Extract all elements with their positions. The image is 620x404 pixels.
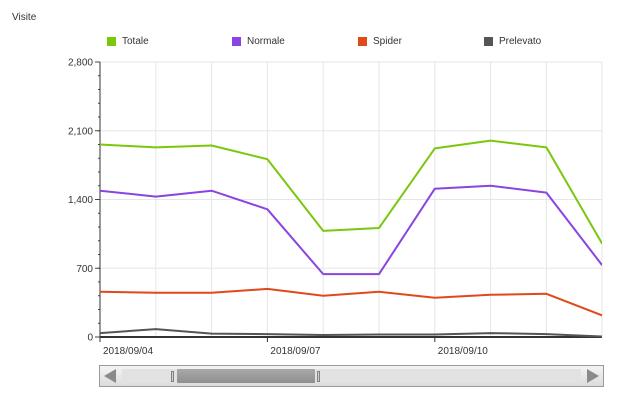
legend-item-prelevato[interactable]: Prelevato	[484, 34, 541, 48]
legend-swatch-spider	[358, 36, 367, 46]
legend-item-totale[interactable]: Totale	[107, 34, 149, 48]
y-tick-label: 2,100	[68, 126, 93, 137]
series-line-prelevato	[100, 328, 602, 338]
series-line-spider	[100, 287, 602, 317]
scroll-right-button[interactable]	[583, 366, 603, 386]
legend-label-prelevato: Prelevato	[499, 35, 542, 47]
scroll-grip-left-handle[interactable]	[171, 371, 175, 382]
x-tick-label: 2018/09/10	[438, 346, 488, 357]
y-tick-label: 0	[87, 333, 93, 344]
legend-label-spider: Spider	[373, 35, 402, 47]
y-tick-label: 700	[76, 264, 93, 275]
legend: Totale Normale Spider Prelevato	[0, 34, 620, 48]
arrow-left-icon	[104, 369, 116, 383]
scroll-track[interactable]	[122, 369, 581, 383]
scroll-grip-right-handle[interactable]	[316, 371, 320, 382]
y-axis-label: Visite	[12, 12, 37, 23]
legend-swatch-normale	[232, 36, 241, 46]
y-tick-label: 1,400	[68, 195, 93, 206]
scroll-thumb[interactable]	[177, 369, 315, 383]
legend-label-totale: Totale	[122, 35, 149, 47]
scroll-left-button[interactable]	[100, 366, 120, 386]
arrow-right-icon	[587, 369, 599, 383]
legend-swatch-prelevato	[484, 36, 493, 46]
legend-label-normale: Normale	[247, 35, 285, 47]
range-scrollbar[interactable]	[99, 365, 604, 387]
x-tick-label: 2018/09/04	[103, 346, 153, 357]
series-line-totale	[100, 139, 602, 245]
legend-item-normale[interactable]: Normale	[232, 34, 285, 48]
legend-swatch-totale	[107, 36, 116, 46]
y-tick-label: 2,800	[68, 58, 93, 69]
legend-item-spider[interactable]: Spider	[358, 34, 402, 48]
series-line-normale	[100, 184, 602, 276]
x-tick-label: 2018/09/07	[270, 346, 320, 357]
